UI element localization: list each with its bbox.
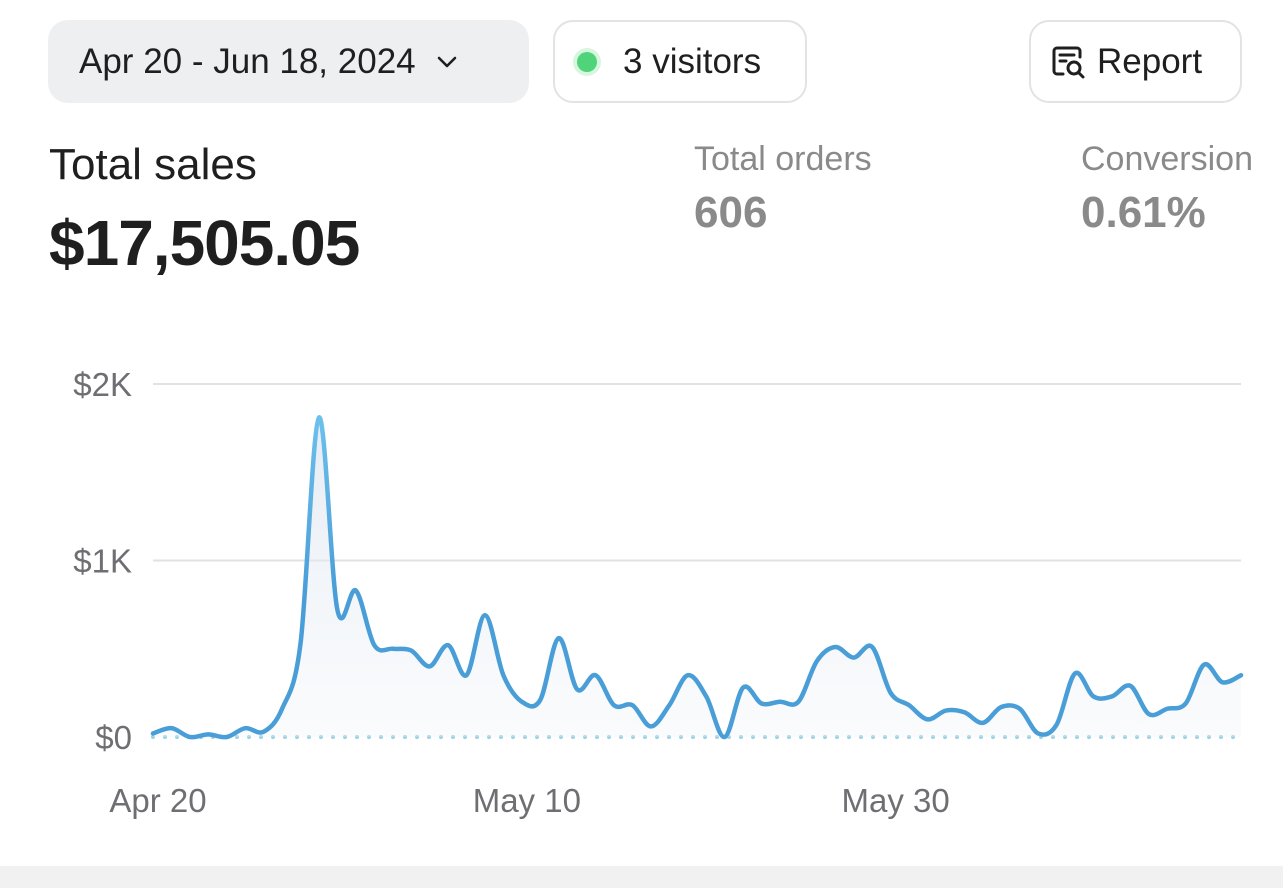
sales-data-point [889, 691, 893, 695]
sales-data-point [501, 673, 505, 677]
x-tick-label: Apr 20 [109, 782, 206, 819]
sales-data-point [741, 686, 745, 690]
sales-data-point [391, 647, 395, 651]
sales-data-point [981, 721, 985, 725]
sales-data-point [1018, 707, 1022, 711]
sales-data-point [907, 703, 911, 707]
sales-data-point [280, 707, 284, 711]
sales-data-point [962, 710, 966, 714]
conversion-value: 0.61% [1081, 188, 1206, 237]
sales-data-point [594, 673, 598, 677]
sales-data-point [151, 731, 155, 735]
sales-data-point [169, 726, 173, 730]
sales-data-point [1184, 701, 1188, 705]
sales-data-point [815, 659, 819, 663]
sales-data-point [778, 700, 782, 704]
visitors-label: 3 visitors [623, 41, 762, 81]
sales-data-point [1221, 680, 1225, 684]
sales-data-point [944, 709, 948, 713]
sales-data-point [409, 649, 413, 653]
total-sales-value: $17,505.05 [49, 207, 360, 279]
sales-data-point [1091, 694, 1095, 698]
x-tick-label: May 30 [842, 782, 950, 819]
sales-data-point [704, 694, 708, 698]
sales-series-line [150, 415, 1244, 740]
conversion-label[interactable]: Conversion [1081, 140, 1253, 178]
sales-data-point [1055, 723, 1059, 727]
y-tick-label: $1K [73, 543, 132, 580]
sales-data-point [1147, 712, 1151, 716]
y-tick-label: $2K [73, 366, 132, 403]
total-orders-label[interactable]: Total orders [694, 140, 872, 178]
sales-data-point [630, 703, 634, 707]
sales-data-point [796, 700, 800, 704]
sales-data-point [299, 641, 303, 645]
sales-data-point [428, 664, 432, 668]
sales-line-chart: $0 $1K $2K Apr 20 May 10 May 30 [73, 366, 1244, 819]
date-range-button[interactable]: Apr 20 - Jun 18, 2024 [48, 20, 529, 103]
sales-data-point [870, 645, 874, 649]
sales-data-point [188, 735, 192, 739]
sales-data-point [999, 705, 1003, 709]
sales-data-point [464, 673, 468, 677]
x-tick-label: May 10 [473, 782, 581, 819]
sales-data-point [483, 613, 487, 617]
total-orders-value: 606 [694, 188, 768, 237]
sales-data-point [1036, 731, 1040, 735]
sales-data-point [575, 687, 579, 691]
sales-data-point [372, 643, 376, 647]
sales-data-point [243, 726, 247, 730]
date-range-label: Apr 20 - Jun 18, 2024 [79, 41, 416, 81]
bottom-panel-edge [0, 866, 1283, 888]
live-visitors-button[interactable]: 3 visitors [553, 20, 807, 103]
report-search-icon [1049, 43, 1087, 81]
y-tick-label: $0 [95, 719, 132, 756]
chevron-down-icon [434, 49, 460, 75]
sales-data-point [520, 700, 524, 704]
sales-data-point [852, 656, 856, 660]
sales-data-point [206, 732, 210, 736]
sales-data-point [1202, 663, 1206, 667]
sales-data-point [667, 703, 671, 707]
sales-data-point [612, 703, 616, 707]
sales-data-point [538, 698, 542, 702]
sales-area-fill [153, 417, 1241, 738]
report-label: Report [1097, 41, 1203, 81]
sales-data-point [1073, 671, 1077, 675]
sales-data-point [760, 701, 764, 705]
sales-data-point [557, 636, 561, 640]
sales-data-point [686, 673, 690, 677]
sales-data-point [335, 608, 339, 612]
sales-data-point [833, 645, 837, 649]
sales-data-point [317, 416, 321, 420]
sales-data-point [1110, 694, 1114, 698]
total-sales-label: Total sales [49, 140, 257, 189]
sales-data-point [1239, 673, 1243, 677]
sales-data-point [262, 730, 266, 734]
live-status-dot-icon [577, 51, 597, 72]
sales-data-point [649, 724, 653, 728]
sales-data-point [354, 589, 358, 593]
report-button[interactable]: Report [1029, 20, 1242, 103]
sales-data-point [225, 735, 229, 739]
sales-data-point [723, 735, 727, 739]
sales-data-point [1165, 707, 1169, 711]
sales-data-point [1128, 684, 1132, 688]
sales-data-point [926, 717, 930, 721]
sales-data-point [446, 643, 450, 647]
